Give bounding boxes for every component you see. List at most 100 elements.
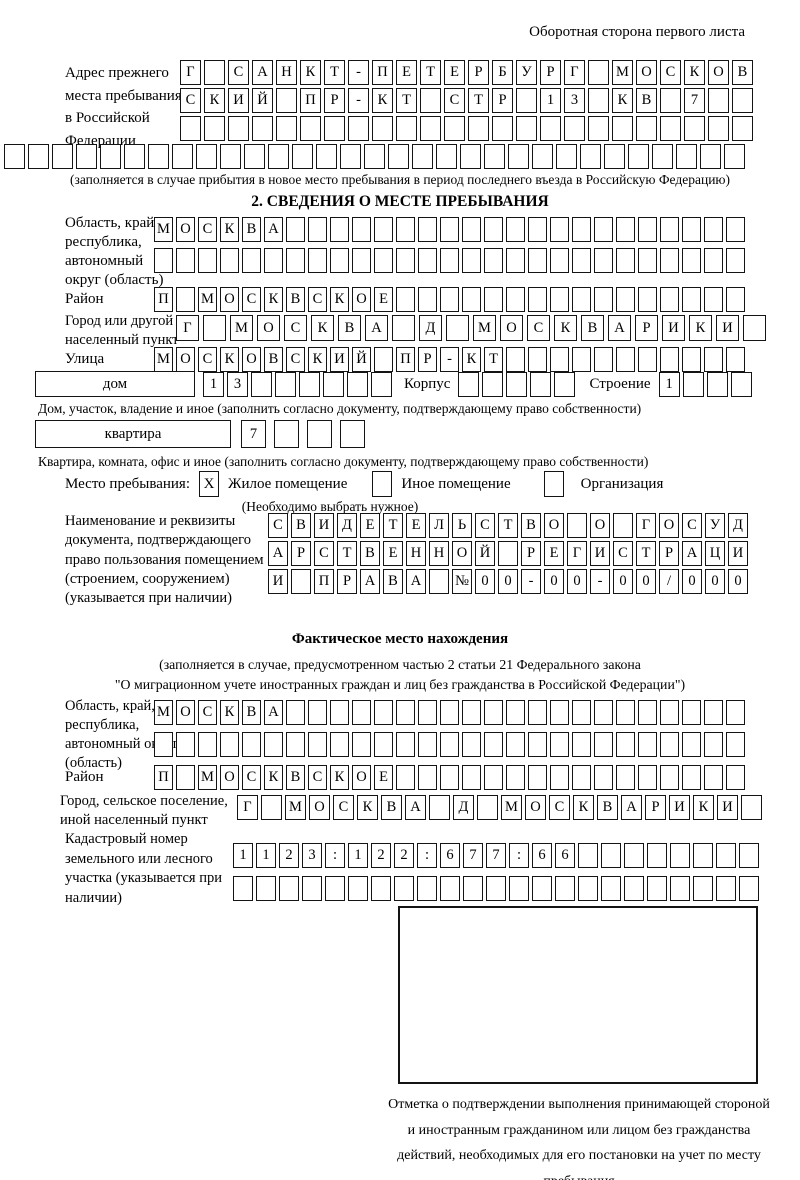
- char-cell[interactable]: [550, 700, 569, 725]
- char-cell[interactable]: [347, 371, 368, 397]
- char-cell[interactable]: [708, 88, 729, 113]
- char-cell[interactable]: [540, 116, 561, 141]
- char-cell[interactable]: [647, 876, 667, 901]
- char-cell[interactable]: И: [717, 795, 738, 820]
- char-cell[interactable]: [374, 248, 393, 273]
- char-cell[interactable]: [203, 315, 226, 341]
- char-cell[interactable]: [256, 876, 276, 901]
- char-cell[interactable]: В: [360, 541, 380, 566]
- char-cell[interactable]: [286, 248, 305, 273]
- char-cell[interactable]: [616, 217, 635, 242]
- char-cell[interactable]: [462, 700, 481, 725]
- char-cell[interactable]: [528, 217, 547, 242]
- house-type-box[interactable]: дом: [35, 371, 195, 397]
- char-cell[interactable]: С: [228, 60, 249, 85]
- char-cell[interactable]: [52, 144, 73, 169]
- char-cell[interactable]: [468, 116, 489, 141]
- char-cell[interactable]: [588, 60, 609, 85]
- char-cell[interactable]: [486, 876, 506, 901]
- char-cell[interactable]: [196, 144, 217, 169]
- char-cell[interactable]: [352, 700, 371, 725]
- char-cell[interactable]: С: [308, 765, 327, 790]
- char-cell[interactable]: [340, 420, 365, 448]
- char-cell[interactable]: [528, 765, 547, 790]
- char-cell[interactable]: [276, 116, 297, 141]
- char-cell[interactable]: [352, 248, 371, 273]
- char-cell[interactable]: [308, 217, 327, 242]
- char-cell[interactable]: [440, 876, 460, 901]
- char-cell[interactable]: [261, 795, 282, 820]
- char-cell[interactable]: 7: [486, 843, 506, 868]
- char-cell[interactable]: Р: [337, 569, 357, 594]
- char-cell[interactable]: С: [549, 795, 570, 820]
- char-cell[interactable]: [291, 569, 311, 594]
- char-cell[interactable]: [462, 732, 481, 757]
- char-cell[interactable]: С: [268, 513, 288, 538]
- char-cell[interactable]: [417, 876, 437, 901]
- char-cell[interactable]: О: [525, 795, 546, 820]
- char-cell[interactable]: К: [220, 700, 239, 725]
- char-cell[interactable]: С: [242, 765, 261, 790]
- char-cell[interactable]: [374, 347, 393, 372]
- char-cell[interactable]: А: [365, 315, 388, 341]
- char-cell[interactable]: О: [257, 315, 280, 341]
- char-cell[interactable]: К: [573, 795, 594, 820]
- char-cell[interactable]: [418, 217, 437, 242]
- char-cell[interactable]: [275, 371, 296, 397]
- char-cell[interactable]: [528, 732, 547, 757]
- char-cell[interactable]: [124, 144, 145, 169]
- char-cell[interactable]: Г: [176, 315, 199, 341]
- char-cell[interactable]: 1: [256, 843, 276, 868]
- char-cell[interactable]: 1: [540, 88, 561, 113]
- char-cell[interactable]: 7: [241, 420, 266, 448]
- char-cell[interactable]: Й: [352, 347, 371, 372]
- char-cell[interactable]: [446, 315, 469, 341]
- char-cell[interactable]: Р: [645, 795, 666, 820]
- char-cell[interactable]: Р: [492, 88, 513, 113]
- char-cell[interactable]: [484, 765, 503, 790]
- char-cell[interactable]: [660, 732, 679, 757]
- char-cell[interactable]: [440, 217, 459, 242]
- char-cell[interactable]: [704, 700, 723, 725]
- char-cell[interactable]: Е: [374, 287, 393, 312]
- char-cell[interactable]: [638, 248, 657, 273]
- char-cell[interactable]: [506, 732, 525, 757]
- char-cell[interactable]: [532, 876, 552, 901]
- char-cell[interactable]: [739, 843, 759, 868]
- char-cell[interactable]: Р: [468, 60, 489, 85]
- char-cell[interactable]: О: [176, 700, 195, 725]
- char-cell[interactable]: И: [669, 795, 690, 820]
- char-cell[interactable]: [652, 144, 673, 169]
- char-cell[interactable]: [233, 876, 253, 901]
- char-cell[interactable]: В: [338, 315, 361, 341]
- char-cell[interactable]: 3: [227, 371, 248, 397]
- char-cell[interactable]: Р: [324, 88, 345, 113]
- char-cell[interactable]: 0: [498, 569, 518, 594]
- char-cell[interactable]: [308, 700, 327, 725]
- char-cell[interactable]: Е: [444, 60, 465, 85]
- char-cell[interactable]: [429, 795, 450, 820]
- char-cell[interactable]: [550, 732, 569, 757]
- char-cell[interactable]: [682, 371, 704, 397]
- char-cell[interactable]: [396, 765, 415, 790]
- char-cell[interactable]: :: [325, 843, 345, 868]
- char-cell[interactable]: [396, 248, 415, 273]
- char-cell[interactable]: К: [684, 60, 705, 85]
- char-cell[interactable]: [601, 843, 621, 868]
- char-cell[interactable]: В: [597, 795, 618, 820]
- char-cell[interactable]: [330, 217, 349, 242]
- char-cell[interactable]: [418, 287, 437, 312]
- char-cell[interactable]: [708, 116, 729, 141]
- char-cell[interactable]: В: [242, 217, 261, 242]
- char-cell[interactable]: [440, 732, 459, 757]
- char-cell[interactable]: [528, 287, 547, 312]
- char-cell[interactable]: :: [417, 843, 437, 868]
- char-cell[interactable]: [279, 876, 299, 901]
- char-cell[interactable]: [601, 876, 621, 901]
- char-cell[interactable]: [418, 248, 437, 273]
- char-cell[interactable]: [638, 287, 657, 312]
- char-cell[interactable]: [616, 732, 635, 757]
- char-cell[interactable]: [100, 144, 121, 169]
- char-cell[interactable]: О: [452, 541, 472, 566]
- char-cell[interactable]: [440, 700, 459, 725]
